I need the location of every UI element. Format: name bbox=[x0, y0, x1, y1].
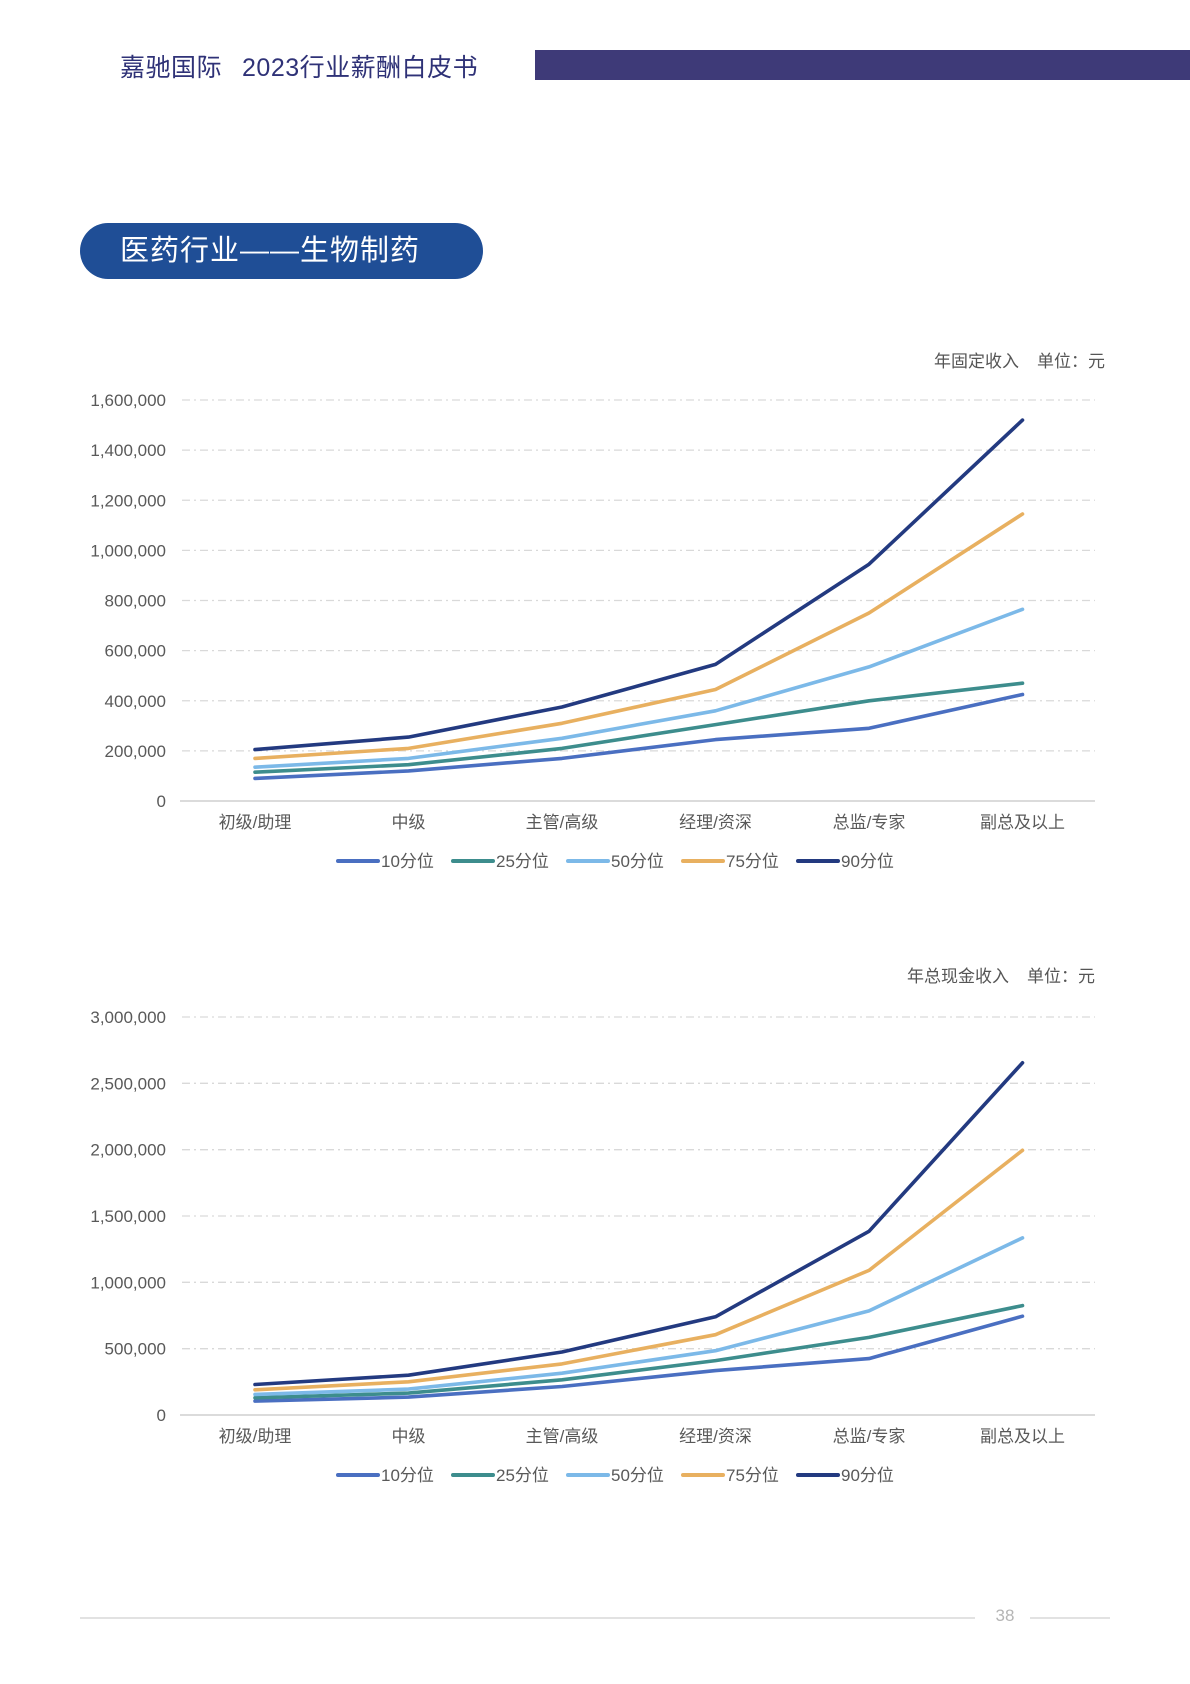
y-tick-label: 1,500,000 bbox=[90, 1207, 166, 1226]
y-tick-label: 200,000 bbox=[105, 742, 166, 761]
series-line-p10 bbox=[253, 1314, 1025, 1403]
y-tick-label: 600,000 bbox=[105, 642, 166, 661]
y-tick-label: 1,600,000 bbox=[90, 391, 166, 410]
x-tick-label: 初级/助理 bbox=[219, 1427, 292, 1446]
y-tick-label: 500,000 bbox=[105, 1340, 166, 1359]
x-tick-label: 总监/专家 bbox=[833, 813, 906, 832]
series-line-p10 bbox=[253, 692, 1025, 781]
legend-label-p90: 90分位 bbox=[841, 852, 894, 871]
chart-unit: 单位：元 bbox=[1027, 967, 1095, 986]
legend-label-p75: 75分位 bbox=[726, 852, 779, 871]
legend-label-p10: 10分位 bbox=[381, 852, 434, 871]
y-tick-label: 2,000,000 bbox=[90, 1141, 166, 1160]
series-line-p25 bbox=[253, 1303, 1025, 1400]
header-accent-bar bbox=[535, 50, 1190, 80]
series-line-p50 bbox=[253, 607, 1025, 770]
x-tick-label: 经理/资深 bbox=[679, 813, 752, 832]
chart-unit: 单位：元 bbox=[1037, 352, 1105, 371]
report-name: 2023行业薪酬白皮书 bbox=[242, 54, 479, 82]
legend-label-p75: 75分位 bbox=[726, 1466, 779, 1485]
legend-label-p50: 50分位 bbox=[611, 852, 664, 871]
chart-title-label: 年固定收入 单位：元 bbox=[934, 352, 1105, 371]
legend-label-p50: 50分位 bbox=[611, 1466, 664, 1485]
x-tick-label: 经理/资深 bbox=[679, 1427, 752, 1446]
series-line-p25 bbox=[253, 681, 1025, 775]
x-tick-label: 中级 bbox=[392, 813, 426, 832]
y-tick-label: 1,000,000 bbox=[90, 1273, 166, 1292]
x-tick-label: 副总及以上 bbox=[980, 1427, 1065, 1446]
y-tick-label: 1,000,000 bbox=[90, 541, 166, 560]
x-tick-label: 主管/高级 bbox=[526, 813, 599, 832]
legend-label-p10: 10分位 bbox=[381, 1466, 434, 1485]
legend-label-p90: 90分位 bbox=[841, 1466, 894, 1485]
y-tick-label: 0 bbox=[157, 792, 166, 811]
y-tick-label: 1,200,000 bbox=[90, 491, 166, 510]
x-tick-label: 总监/专家 bbox=[833, 1427, 906, 1446]
series-line-p90 bbox=[253, 1061, 1025, 1387]
fixed-income-chart: 年固定收入 单位：元 0 200,000 400,000 600,000 800,000 1,… bbox=[90, 352, 1105, 871]
series-line-p50 bbox=[253, 1236, 1025, 1397]
footer-divider-left bbox=[80, 1617, 975, 1619]
y-tick-label: 3,000,000 bbox=[90, 1008, 166, 1027]
y-tick-label: 0 bbox=[157, 1406, 166, 1425]
section-title: 医药行业——生物制药 bbox=[120, 235, 421, 267]
y-tick-label: 800,000 bbox=[105, 592, 166, 611]
chart-title-label: 年总现金收入 单位：元 bbox=[907, 967, 1095, 986]
chart-title: 年总现金收入 bbox=[907, 967, 1009, 986]
y-tick-label: 2,500,000 bbox=[90, 1074, 166, 1093]
footer-divider-right bbox=[1030, 1617, 1110, 1619]
series-line-p90 bbox=[253, 418, 1025, 752]
page-number: 38 bbox=[995, 1606, 1015, 1625]
chart-title: 年固定收入 bbox=[934, 352, 1019, 371]
legend-label-p25: 25分位 bbox=[496, 852, 549, 871]
section-title-pill: 医药行业——生物制药 bbox=[80, 223, 483, 279]
x-tick-label: 副总及以上 bbox=[980, 813, 1065, 832]
total-cash-income-chart: 年总现金收入 单位：元 0 500,000 1,000,000 1,500,000 2,00… bbox=[90, 967, 1095, 1485]
report-header-title: 嘉驰国际 2023行业薪酬白皮书 bbox=[120, 48, 498, 84]
x-tick-label: 中级 bbox=[392, 1427, 426, 1446]
series-line-p75 bbox=[253, 1148, 1025, 1392]
y-tick-label: 1,400,000 bbox=[90, 441, 166, 460]
x-tick-label: 主管/高级 bbox=[526, 1427, 599, 1446]
y-tick-label: 400,000 bbox=[105, 692, 166, 711]
series-line-p75 bbox=[253, 512, 1025, 761]
legend-label-p25: 25分位 bbox=[496, 1466, 549, 1485]
company-name: 嘉驰国际 bbox=[120, 54, 223, 82]
x-tick-label: 初级/助理 bbox=[219, 813, 292, 832]
